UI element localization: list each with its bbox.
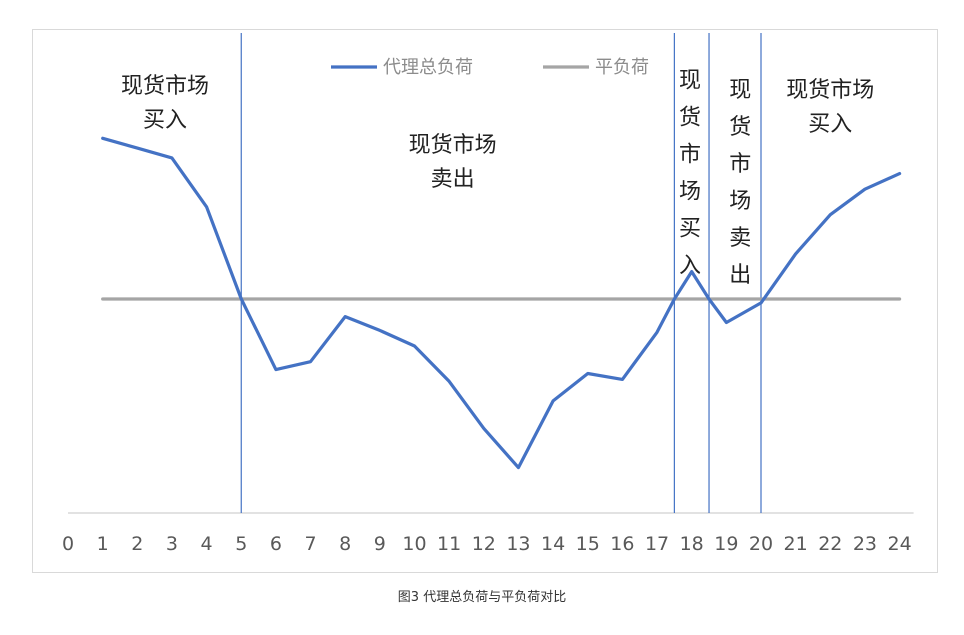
region-label: 卖 <box>729 226 751 251</box>
line-chart: 0 1 2 3 4 5 6 7 8 9 10 11 12 13 14 15 16 17 18 19 20 21 22 23 24… <box>62 33 914 555</box>
region-label: 买入 <box>143 108 187 133</box>
x-tick-label: 2 <box>131 533 143 555</box>
x-tick-label: 3 <box>166 533 178 555</box>
region-label: 现货市场 <box>786 78 874 103</box>
region-label: 现货市场 <box>409 133 497 158</box>
region-label: 货 <box>729 115 751 140</box>
x-tick-label: 5 <box>235 533 247 555</box>
x-tick-label: 13 <box>506 533 530 555</box>
region-label: 卖出 <box>431 167 475 192</box>
region-label: 货 <box>679 105 701 130</box>
series-line-total-load <box>101 136 902 470</box>
region-label: 场 <box>679 179 701 204</box>
x-tick-label: 12 <box>472 533 496 555</box>
chart-frame: 0 1 2 3 4 5 6 7 8 9 10 11 12 13 14 15 16 17 18 19 20 21 22 23 24… <box>32 29 938 573</box>
x-tick-label: 17 <box>645 533 669 555</box>
region-label: 买 <box>679 216 701 241</box>
legend-label: 代理总负荷 <box>383 57 473 78</box>
x-tick-label: 10 <box>402 533 426 555</box>
x-tick-label: 24 <box>888 533 912 555</box>
x-tick-label: 21 <box>784 533 808 555</box>
region-label: 出 <box>729 263 751 288</box>
x-tick-label: 19 <box>714 533 738 555</box>
figure-caption: 图3 代理总负荷与平负荷对比 <box>397 590 567 605</box>
x-tick-label: 16 <box>610 533 634 555</box>
x-tick-label: 23 <box>853 533 877 555</box>
region-label: 买入 <box>808 112 852 137</box>
x-tick-label: 9 <box>374 533 386 555</box>
region-label: 现货市场 <box>121 74 209 99</box>
x-tick-label: 14 <box>541 533 565 555</box>
region-label: 入 <box>679 253 701 278</box>
region-label: 市 <box>679 142 701 167</box>
x-tick-label: 0 <box>62 533 74 555</box>
region-label: 现 <box>729 78 751 103</box>
x-tick-label: 18 <box>680 533 704 555</box>
region-label: 现 <box>679 68 701 93</box>
x-tick-label: 7 <box>305 533 317 555</box>
region-label: 市 <box>729 152 751 177</box>
x-tick-label: 1 <box>97 533 109 555</box>
x-tick-label: 11 <box>437 533 461 555</box>
x-tick-label: 15 <box>576 533 600 555</box>
legend-label: 平负荷 <box>595 57 649 78</box>
x-tick-label: 20 <box>749 533 773 555</box>
region-label: 场 <box>729 189 751 214</box>
x-tick-label: 4 <box>201 533 213 555</box>
x-tick-label: 8 <box>339 533 351 555</box>
x-tick-label: 22 <box>818 533 842 555</box>
x-tick-label: 6 <box>270 533 282 555</box>
